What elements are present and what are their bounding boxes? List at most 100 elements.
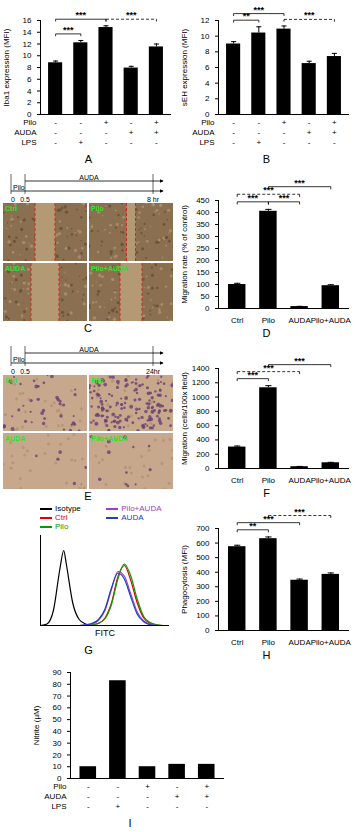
svg-text:***: *** [126, 10, 137, 20]
svg-text:Pilo: Pilo [53, 782, 67, 791]
svg-text:-: - [257, 128, 260, 137]
svg-text:90: 90 [53, 668, 62, 677]
svg-text:***: *** [304, 10, 315, 20]
svg-text:Pilo+AUDA: Pilo+AUDA [311, 638, 352, 647]
svg-text:AUDA: AUDA [79, 174, 99, 181]
svg-text:Iba1 expression (MFI): Iba1 expression (MFI) [2, 28, 11, 106]
svg-text:-: - [130, 138, 133, 147]
svg-text:2: 2 [205, 94, 210, 103]
svg-text:**: ** [243, 11, 251, 21]
svg-text:4: 4 [27, 87, 32, 96]
svg-text:-: - [54, 138, 57, 147]
svg-text:***: *** [76, 10, 87, 20]
svg-text:AUDA: AUDA [14, 128, 37, 137]
svg-text:***: *** [294, 356, 305, 366]
svg-text:***: *** [263, 185, 274, 195]
svg-text:150: 150 [196, 268, 210, 277]
svg-text:100: 100 [196, 280, 210, 289]
svg-text:-: - [87, 782, 90, 791]
svg-text:Ctrl: Ctrl [231, 638, 244, 647]
svg-text:30: 30 [53, 739, 62, 748]
svg-text:AUDA: AUDA [288, 476, 311, 485]
svg-text:-: - [176, 782, 179, 791]
svg-text:+: + [175, 792, 180, 801]
svg-text:-: - [283, 128, 286, 137]
svg-text:+: + [129, 128, 134, 137]
svg-text:1000: 1000 [192, 393, 210, 402]
svg-text:0.5: 0.5 [20, 196, 30, 203]
svg-text:-: - [87, 792, 90, 801]
svg-text:700: 700 [196, 524, 210, 533]
svg-text:800: 800 [196, 407, 210, 416]
svg-text:16: 16 [23, 16, 32, 25]
svg-text:8: 8 [27, 63, 32, 72]
svg-text:Ctrl: Ctrl [231, 476, 244, 485]
svg-text:+: + [256, 138, 261, 147]
svg-text:200: 200 [196, 597, 210, 606]
svg-text:***: *** [248, 370, 259, 380]
svg-text:Ctrl: Ctrl [231, 316, 244, 325]
svg-text:-: - [176, 802, 179, 811]
svg-text:LPS: LPS [21, 138, 36, 147]
svg-text:+: + [332, 128, 337, 137]
svg-text:sEH expression (MFI): sEH expression (MFI) [180, 28, 189, 106]
svg-text:Pilo+AUDA: Pilo+AUDA [91, 265, 128, 272]
svg-text:8 hr: 8 hr [147, 196, 160, 203]
svg-text:450: 450 [196, 196, 210, 205]
svg-text:6: 6 [27, 75, 32, 84]
svg-text:+: + [154, 118, 159, 127]
svg-text:100: 100 [196, 611, 210, 620]
svg-text:***: *** [294, 507, 305, 517]
svg-text:-: - [54, 128, 57, 137]
svg-text:-: - [232, 138, 235, 147]
svg-text:***: *** [248, 193, 259, 203]
svg-text:200: 200 [196, 450, 210, 459]
svg-text:Pilo: Pilo [91, 205, 104, 212]
svg-text:Pilo: Pilo [13, 356, 25, 363]
svg-text:400: 400 [196, 568, 210, 577]
svg-text:AUDA: AUDA [192, 128, 215, 137]
svg-text:AUDA: AUDA [5, 435, 25, 442]
svg-text:-: - [308, 138, 311, 147]
svg-text:250: 250 [196, 244, 210, 253]
svg-text:10: 10 [201, 32, 210, 41]
svg-text:Pilo: Pilo [262, 476, 276, 485]
svg-text:600: 600 [196, 539, 210, 548]
svg-text:60: 60 [53, 703, 62, 712]
svg-text:500: 500 [196, 553, 210, 562]
svg-text:Migration (cells/100x field): Migration (cells/100x field) [180, 372, 189, 465]
svg-text:10: 10 [23, 51, 32, 60]
svg-text:+: + [145, 782, 150, 791]
svg-text:+: + [78, 138, 83, 147]
svg-text:40: 40 [53, 727, 62, 736]
svg-text:-: - [79, 128, 82, 137]
svg-text:+: + [116, 802, 121, 811]
svg-text:-: - [155, 138, 158, 147]
svg-text:+: + [204, 792, 209, 801]
svg-text:0: 0 [205, 626, 210, 635]
svg-text:Pilo: Pilo [91, 377, 104, 384]
svg-text:350: 350 [196, 220, 210, 229]
svg-text:Pilo: Pilo [201, 118, 215, 127]
svg-text:1200: 1200 [192, 378, 210, 387]
svg-text:Phagocytosis (MFI): Phagocytosis (MFI) [180, 545, 189, 614]
svg-text:+: + [104, 118, 109, 127]
svg-text:-: - [146, 802, 149, 811]
svg-text:+: + [204, 782, 209, 791]
svg-text:AUDA: AUDA [79, 346, 99, 353]
svg-text:Pilo+AUDA: Pilo+AUDA [91, 435, 128, 442]
svg-text:14: 14 [23, 28, 32, 37]
svg-text:-: - [333, 138, 336, 147]
svg-text:8: 8 [205, 47, 210, 56]
svg-text:-: - [105, 128, 108, 137]
svg-text:400: 400 [196, 435, 210, 444]
svg-text:+: + [307, 128, 312, 137]
svg-text:600: 600 [196, 421, 210, 430]
svg-text:AUDA: AUDA [44, 792, 67, 801]
svg-text:FITC: FITC [95, 628, 115, 638]
svg-text:200: 200 [196, 256, 210, 265]
svg-text:Pilo: Pilo [13, 184, 25, 191]
svg-text:***: *** [63, 25, 74, 35]
svg-text:Pilo+AUDA: Pilo+AUDA [311, 476, 352, 485]
svg-text:80: 80 [53, 680, 62, 689]
